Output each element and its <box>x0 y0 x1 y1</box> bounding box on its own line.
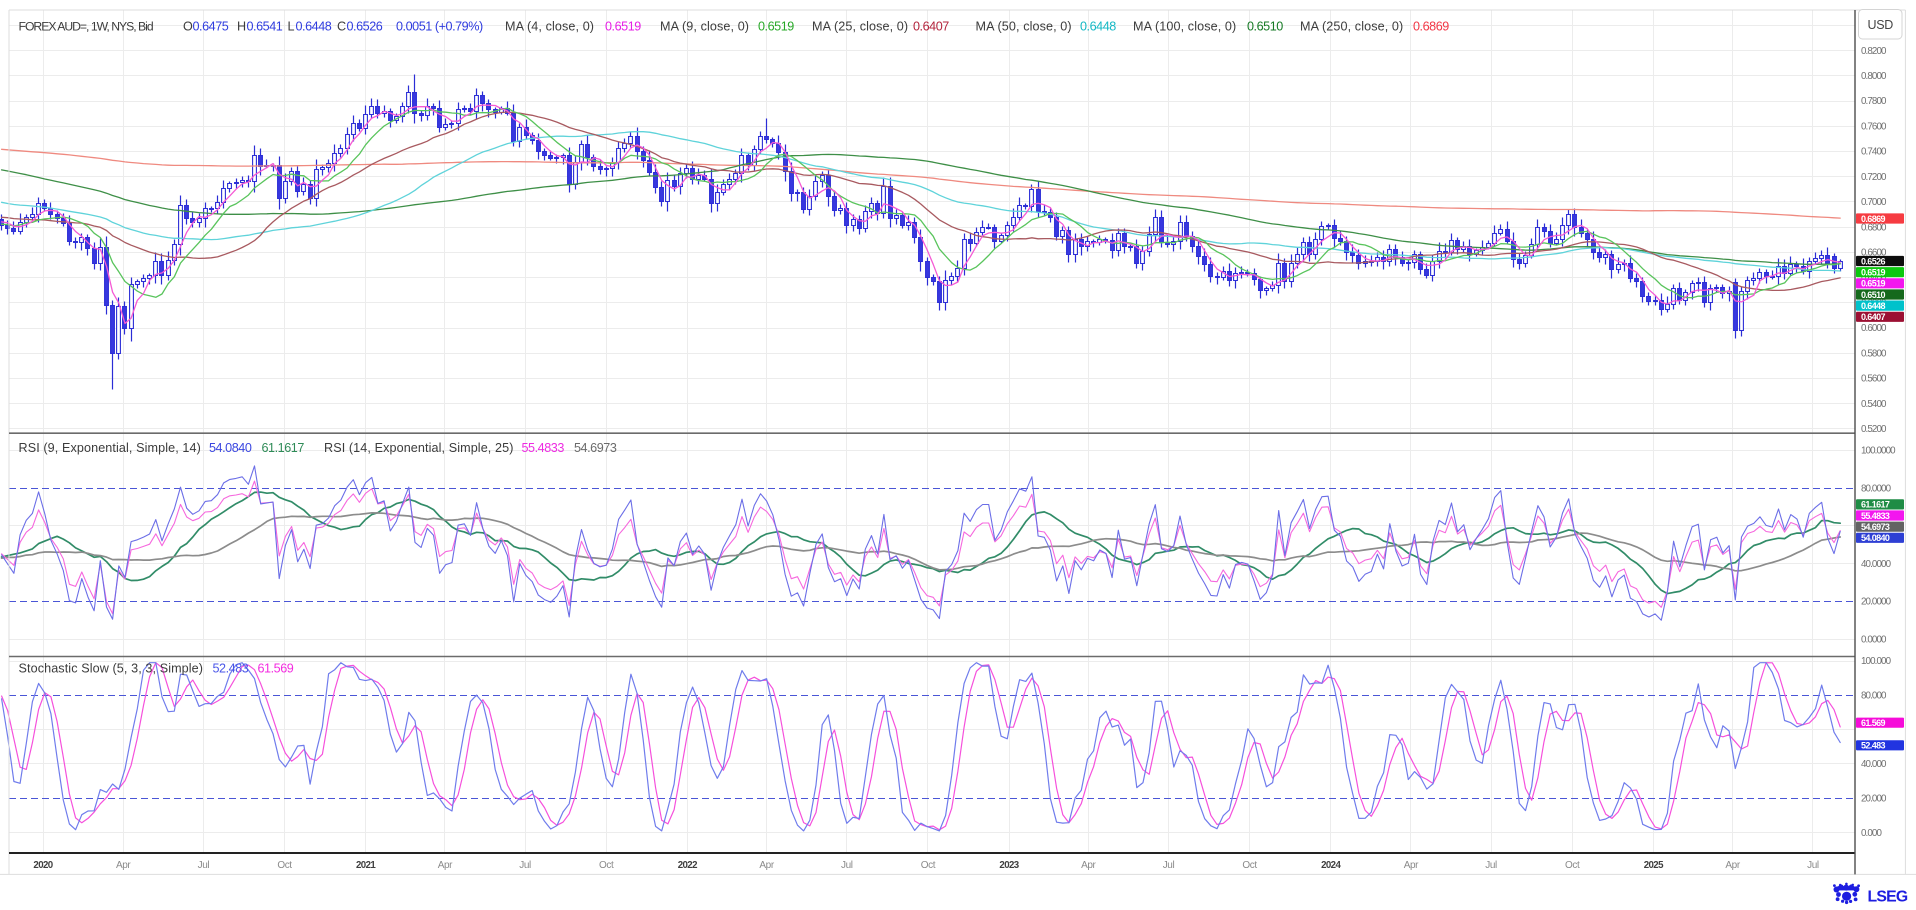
svg-text:0.000: 0.000 <box>1861 828 1882 839</box>
svg-text:0.6869: 0.6869 <box>1861 214 1886 224</box>
svg-text:Apr: Apr <box>1404 860 1419 871</box>
svg-text:MA (100, close, 0): MA (100, close, 0) <box>1133 19 1236 33</box>
svg-text:100.000: 100.000 <box>1861 656 1892 667</box>
svg-text:0.6600: 0.6600 <box>1861 248 1887 259</box>
svg-text:Apr: Apr <box>1081 860 1096 871</box>
svg-text:USD: USD <box>1868 18 1894 32</box>
svg-text:Jul: Jul <box>519 860 531 871</box>
svg-text:0.0051 (+0.79%): 0.0051 (+0.79%) <box>396 19 483 33</box>
svg-text:2025: 2025 <box>1644 860 1664 871</box>
svg-text:61.1617: 61.1617 <box>262 441 305 455</box>
svg-text:0.6475: 0.6475 <box>193 19 229 33</box>
svg-text:0.8200: 0.8200 <box>1861 46 1887 57</box>
svg-text:FOREX AUD=, 1W, NYS, Bid: FOREX AUD=, 1W, NYS, Bid <box>19 19 153 33</box>
svg-text:100.0000: 100.0000 <box>1861 446 1896 457</box>
svg-text:0.6510: 0.6510 <box>1861 290 1886 300</box>
svg-text:C: C <box>337 19 346 33</box>
svg-text:0.6448: 0.6448 <box>1861 301 1886 311</box>
svg-text:Oct: Oct <box>277 860 292 871</box>
svg-text:0.7400: 0.7400 <box>1861 147 1887 158</box>
svg-text:54.6973: 54.6973 <box>1861 522 1890 532</box>
svg-text:80.0000: 80.0000 <box>1861 483 1892 494</box>
svg-text:40.000: 40.000 <box>1861 759 1887 770</box>
svg-text:0.7800: 0.7800 <box>1861 96 1887 107</box>
svg-text:20.000: 20.000 <box>1861 794 1887 805</box>
svg-text:0.6519: 0.6519 <box>605 19 641 33</box>
svg-text:MA (25, close, 0): MA (25, close, 0) <box>812 19 908 33</box>
svg-text:20.0000: 20.0000 <box>1861 597 1892 608</box>
svg-text:Jul: Jul <box>1807 860 1819 871</box>
svg-text:80.000: 80.000 <box>1861 691 1887 702</box>
svg-text:MA (4, close, 0): MA (4, close, 0) <box>505 19 594 33</box>
svg-text:H: H <box>237 19 246 33</box>
svg-text:40.0000: 40.0000 <box>1861 559 1892 570</box>
svg-text:0.6519: 0.6519 <box>1861 268 1886 278</box>
svg-text:0.5800: 0.5800 <box>1861 348 1887 359</box>
svg-text:61.569: 61.569 <box>1861 718 1886 728</box>
svg-text:0.7000: 0.7000 <box>1861 197 1887 208</box>
svg-text:0.6448: 0.6448 <box>1080 19 1116 33</box>
svg-text:0.6541: 0.6541 <box>247 19 283 33</box>
svg-text:Apr: Apr <box>1725 860 1740 871</box>
svg-text:Stochastic Slow (5, 3, 3, Simp: Stochastic Slow (5, 3, 3, Simple) <box>19 662 204 676</box>
svg-text:2024: 2024 <box>1321 860 1341 871</box>
svg-text:Jul: Jul <box>198 860 210 871</box>
svg-text:0.6869: 0.6869 <box>1413 19 1449 33</box>
svg-text:Oct: Oct <box>1242 860 1257 871</box>
svg-text:61.569: 61.569 <box>258 662 294 676</box>
svg-text:2023: 2023 <box>999 860 1019 871</box>
svg-text:0.5200: 0.5200 <box>1861 424 1887 435</box>
svg-text:55.4833: 55.4833 <box>522 441 565 455</box>
svg-text:0.6526: 0.6526 <box>1861 256 1886 266</box>
svg-text:Apr: Apr <box>759 860 774 871</box>
svg-text:Apr: Apr <box>116 860 131 871</box>
svg-text:54.6973: 54.6973 <box>574 441 617 455</box>
svg-text:Jul: Jul <box>841 860 853 871</box>
svg-text:0.6519: 0.6519 <box>758 19 794 33</box>
svg-text:0.6407: 0.6407 <box>1861 312 1886 322</box>
svg-text:0.6448: 0.6448 <box>296 19 332 33</box>
svg-text:0.8000: 0.8000 <box>1861 71 1887 82</box>
svg-text:Jul: Jul <box>1485 860 1497 871</box>
svg-text:MA (9, close, 0): MA (9, close, 0) <box>660 19 749 33</box>
svg-text:0.6407: 0.6407 <box>913 19 949 33</box>
svg-text:O: O <box>183 19 193 33</box>
svg-text:0.6510: 0.6510 <box>1247 19 1283 33</box>
svg-text:61.1617: 61.1617 <box>1861 500 1890 510</box>
svg-text:0.7200: 0.7200 <box>1861 172 1887 183</box>
svg-text:52.483: 52.483 <box>1861 741 1886 751</box>
svg-text:Apr: Apr <box>438 860 453 871</box>
svg-text:54.0840: 54.0840 <box>209 441 252 455</box>
svg-text:MA (250, close, 0): MA (250, close, 0) <box>1300 19 1403 33</box>
svg-text:52.483: 52.483 <box>213 662 249 676</box>
svg-text:0.6519: 0.6519 <box>1861 279 1886 289</box>
svg-text:0.5400: 0.5400 <box>1861 399 1887 410</box>
svg-text:54.0840: 54.0840 <box>1861 533 1890 543</box>
svg-text:RSI (9, Exponential, Simple, 1: RSI (9, Exponential, Simple, 14) <box>19 441 201 455</box>
svg-text:0.7600: 0.7600 <box>1861 122 1887 133</box>
svg-text:0.6526: 0.6526 <box>347 19 383 33</box>
svg-text:0.6800: 0.6800 <box>1861 222 1887 233</box>
svg-text:2020: 2020 <box>33 860 52 871</box>
svg-text:MA (50, close, 0): MA (50, close, 0) <box>976 19 1072 33</box>
svg-text:Oct: Oct <box>1565 860 1580 871</box>
svg-text:LSEG: LSEG <box>1868 889 1908 906</box>
svg-text:2021: 2021 <box>356 860 376 871</box>
svg-text:Oct: Oct <box>921 860 936 871</box>
svg-text:RSI (14, Exponential, Simple,: RSI (14, Exponential, Simple, 25) <box>324 441 514 455</box>
svg-text:0.5600: 0.5600 <box>1861 374 1887 385</box>
svg-text:L: L <box>288 19 295 33</box>
svg-text:0.0000: 0.0000 <box>1861 634 1887 645</box>
svg-text:Oct: Oct <box>599 860 614 871</box>
svg-text:55.4833: 55.4833 <box>1861 511 1890 521</box>
svg-text:Jul: Jul <box>1163 860 1175 871</box>
svg-text:0.6000: 0.6000 <box>1861 323 1887 334</box>
svg-text:2022: 2022 <box>678 860 697 871</box>
